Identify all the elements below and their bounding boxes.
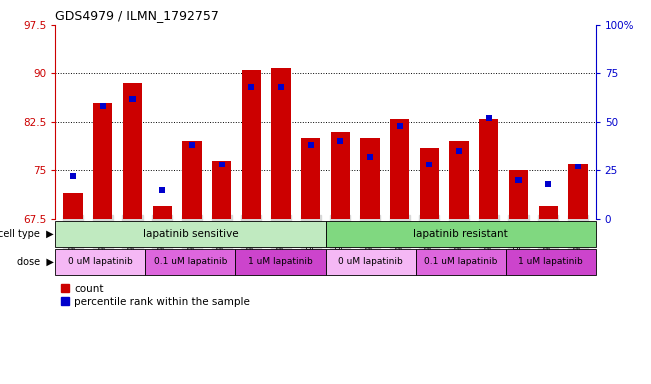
Bar	[396, 123, 403, 129]
Bar	[55, 221, 325, 247]
Legend: count, percentile rank within the sample: count, percentile rank within the sample	[61, 284, 250, 306]
Text: dose  ▶: dose ▶	[17, 257, 54, 267]
Text: lapatinib sensitive: lapatinib sensitive	[143, 229, 238, 239]
Bar	[415, 249, 506, 275]
Bar	[506, 249, 596, 275]
Bar	[545, 181, 551, 187]
Text: 0.1 uM lapatinib: 0.1 uM lapatinib	[154, 257, 227, 266]
Bar	[242, 70, 261, 219]
Bar	[367, 154, 373, 160]
Text: 0 uM lapatinib: 0 uM lapatinib	[68, 257, 133, 266]
Bar	[420, 148, 439, 219]
Bar	[182, 141, 202, 219]
Bar	[189, 142, 195, 148]
Text: 1 uM lapatinib: 1 uM lapatinib	[248, 257, 313, 266]
Bar	[479, 119, 499, 219]
Bar	[331, 132, 350, 219]
Text: 0.1 uM lapatinib: 0.1 uM lapatinib	[424, 257, 497, 266]
Bar	[278, 84, 284, 90]
Text: 0 uM lapatinib: 0 uM lapatinib	[338, 257, 403, 266]
Bar	[337, 138, 344, 144]
Text: 1 uM lapatinib: 1 uM lapatinib	[518, 257, 583, 266]
Bar	[538, 206, 558, 219]
Bar	[130, 96, 135, 101]
Bar	[70, 173, 76, 179]
Bar	[326, 249, 415, 275]
Text: cell type  ▶: cell type ▶	[0, 229, 54, 239]
Bar	[64, 193, 83, 219]
Bar	[426, 162, 432, 167]
Bar	[271, 68, 290, 219]
Bar	[248, 84, 255, 90]
Bar	[145, 249, 236, 275]
Bar	[516, 177, 521, 183]
Bar	[509, 170, 528, 219]
Bar	[123, 83, 142, 219]
Bar	[212, 161, 231, 219]
Bar	[55, 249, 145, 275]
Bar	[456, 148, 462, 154]
Bar	[449, 141, 469, 219]
Bar	[326, 221, 596, 247]
Text: lapatinib resistant: lapatinib resistant	[413, 229, 508, 239]
Bar	[100, 104, 106, 109]
Bar	[307, 142, 314, 148]
Bar	[486, 115, 492, 121]
Bar	[236, 249, 326, 275]
Bar	[301, 138, 320, 219]
Bar	[219, 162, 225, 167]
Bar	[390, 119, 409, 219]
Bar	[361, 138, 380, 219]
Bar	[152, 206, 172, 219]
Bar	[568, 164, 587, 219]
Bar	[159, 187, 165, 193]
Bar	[575, 164, 581, 169]
Bar	[93, 103, 113, 219]
Text: GDS4979 / ILMN_1792757: GDS4979 / ILMN_1792757	[55, 9, 219, 22]
